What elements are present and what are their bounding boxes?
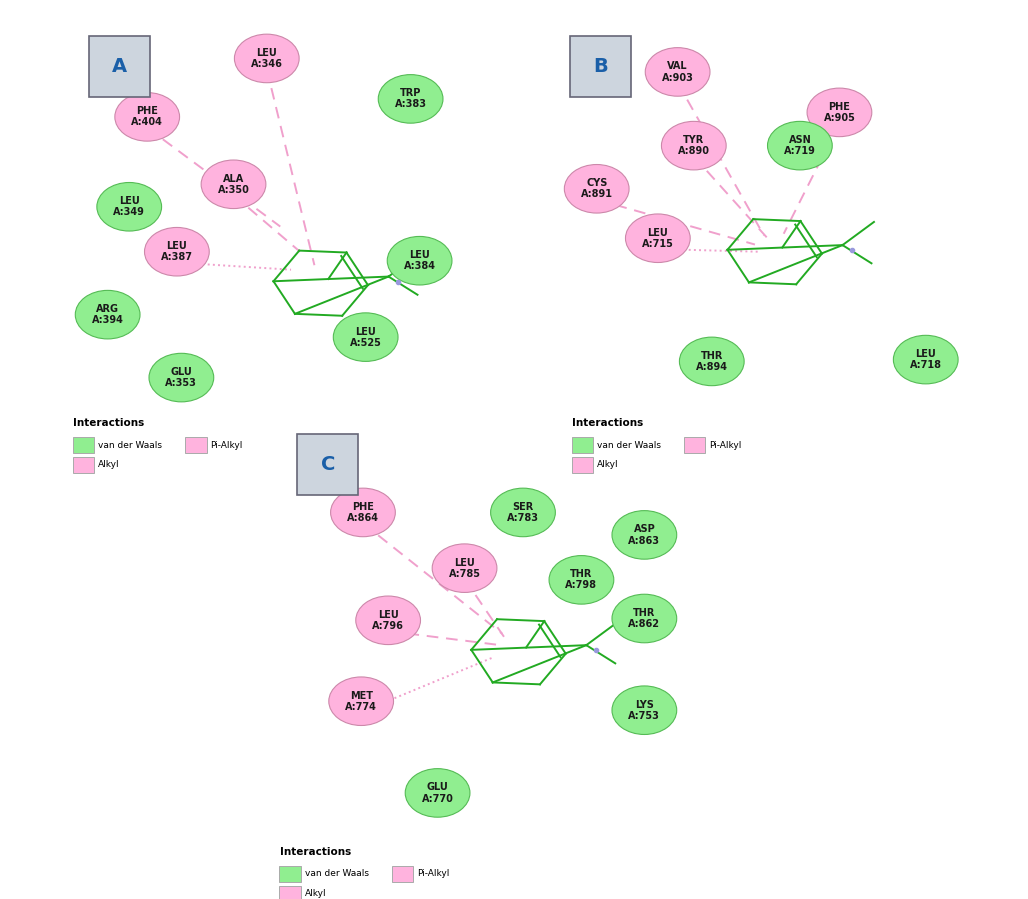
Ellipse shape <box>356 596 420 645</box>
Ellipse shape <box>432 544 497 592</box>
Text: Alkyl: Alkyl <box>304 889 326 898</box>
Text: LEU
A:349: LEU A:349 <box>113 196 145 218</box>
Ellipse shape <box>331 488 396 537</box>
Ellipse shape <box>388 236 452 285</box>
Ellipse shape <box>549 556 614 604</box>
Ellipse shape <box>75 290 140 339</box>
Ellipse shape <box>612 686 676 734</box>
Text: LEU
A:387: LEU A:387 <box>160 241 193 263</box>
Text: C: C <box>321 455 335 475</box>
FancyBboxPatch shape <box>297 434 359 495</box>
Text: Alkyl: Alkyl <box>596 460 618 469</box>
FancyBboxPatch shape <box>572 437 593 453</box>
Ellipse shape <box>145 227 210 276</box>
FancyBboxPatch shape <box>280 886 301 899</box>
FancyBboxPatch shape <box>570 36 631 97</box>
Text: LEU
A:715: LEU A:715 <box>641 227 673 249</box>
Ellipse shape <box>405 769 470 817</box>
Text: ASN
A:719: ASN A:719 <box>784 135 816 156</box>
Text: LEU
A:796: LEU A:796 <box>372 610 404 631</box>
Text: A: A <box>112 57 126 76</box>
FancyBboxPatch shape <box>185 437 207 453</box>
Text: B: B <box>593 57 608 76</box>
FancyBboxPatch shape <box>392 866 413 882</box>
Ellipse shape <box>490 488 555 537</box>
Ellipse shape <box>378 75 443 123</box>
Text: van der Waals: van der Waals <box>304 869 368 878</box>
Text: PHE
A:864: PHE A:864 <box>347 502 379 523</box>
Text: Interactions: Interactions <box>281 847 352 857</box>
FancyBboxPatch shape <box>684 437 705 453</box>
Text: LEU
A:346: LEU A:346 <box>251 48 283 69</box>
Ellipse shape <box>612 511 676 559</box>
Ellipse shape <box>97 182 161 231</box>
Text: PHE
A:404: PHE A:404 <box>132 106 163 128</box>
Text: ALA
A:350: ALA A:350 <box>218 174 250 195</box>
Text: Interactions: Interactions <box>573 418 644 428</box>
Ellipse shape <box>680 337 744 386</box>
Text: VAL
A:903: VAL A:903 <box>662 61 694 83</box>
Ellipse shape <box>893 335 958 384</box>
Text: LEU
A:384: LEU A:384 <box>404 250 436 271</box>
Text: MET
A:774: MET A:774 <box>345 690 377 712</box>
Ellipse shape <box>201 160 266 209</box>
Ellipse shape <box>807 88 872 137</box>
Ellipse shape <box>661 121 726 170</box>
Text: Alkyl: Alkyl <box>98 460 119 469</box>
FancyBboxPatch shape <box>88 36 150 97</box>
Text: GLU
A:770: GLU A:770 <box>421 782 453 804</box>
Text: Pi-Alkyl: Pi-Alkyl <box>210 441 243 450</box>
Text: THR
A:798: THR A:798 <box>565 569 597 591</box>
Ellipse shape <box>625 214 690 263</box>
Ellipse shape <box>333 313 398 361</box>
Text: THR
A:894: THR A:894 <box>696 351 728 372</box>
Ellipse shape <box>329 677 394 725</box>
Text: LEU
A:785: LEU A:785 <box>448 557 480 579</box>
Text: LEU
A:718: LEU A:718 <box>910 349 942 370</box>
FancyBboxPatch shape <box>73 437 95 453</box>
Text: LEU
A:525: LEU A:525 <box>350 326 381 348</box>
Ellipse shape <box>234 34 299 83</box>
Text: THR
A:862: THR A:862 <box>628 608 660 629</box>
Text: GLU
A:353: GLU A:353 <box>166 367 197 388</box>
FancyBboxPatch shape <box>572 457 593 473</box>
Ellipse shape <box>612 594 676 643</box>
FancyBboxPatch shape <box>280 866 301 882</box>
Text: van der Waals: van der Waals <box>98 441 161 450</box>
Text: LYS
A:753: LYS A:753 <box>628 699 660 721</box>
Ellipse shape <box>646 48 710 96</box>
Ellipse shape <box>149 353 214 402</box>
Text: TRP
A:383: TRP A:383 <box>395 88 427 110</box>
Text: ASP
A:863: ASP A:863 <box>628 524 660 546</box>
Text: SER
A:783: SER A:783 <box>507 502 539 523</box>
Ellipse shape <box>564 165 629 213</box>
Text: Pi-Alkyl: Pi-Alkyl <box>417 869 449 878</box>
Text: PHE
A:905: PHE A:905 <box>823 102 855 123</box>
Text: van der Waals: van der Waals <box>596 441 661 450</box>
Ellipse shape <box>768 121 833 170</box>
Text: TYR
A:890: TYR A:890 <box>677 135 709 156</box>
FancyBboxPatch shape <box>73 457 95 473</box>
Text: ARG
A:394: ARG A:394 <box>91 304 123 325</box>
Ellipse shape <box>115 93 180 141</box>
Text: Interactions: Interactions <box>73 418 145 428</box>
Text: Pi-Alkyl: Pi-Alkyl <box>709 441 741 450</box>
Text: CYS
A:891: CYS A:891 <box>581 178 613 200</box>
